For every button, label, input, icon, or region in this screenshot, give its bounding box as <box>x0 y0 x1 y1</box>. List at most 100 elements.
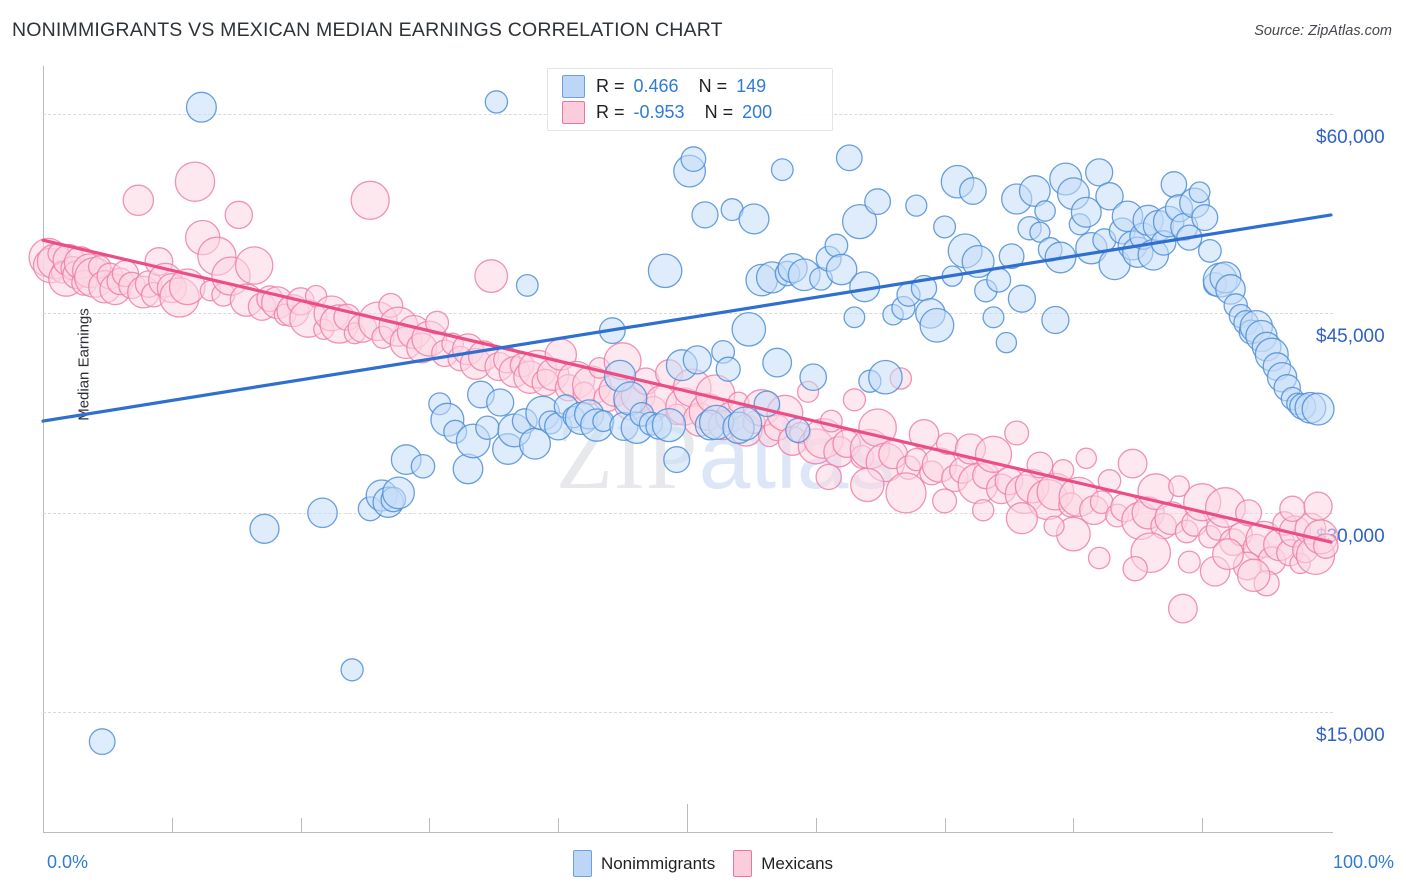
data-point <box>727 406 763 441</box>
data-point <box>986 267 1012 293</box>
y-tick-label: $15,000 <box>1316 725 1385 747</box>
data-point <box>1034 200 1056 222</box>
data-point <box>1303 491 1333 521</box>
data-point <box>350 180 390 220</box>
data-point <box>850 467 885 503</box>
gridline <box>43 512 1333 514</box>
data-point <box>982 306 1005 329</box>
data-point <box>382 476 415 510</box>
data-point <box>663 446 691 474</box>
data-point <box>825 253 858 286</box>
blue-swatch-icon <box>562 75 585 98</box>
data-point <box>933 215 957 239</box>
data-point <box>1097 469 1122 493</box>
source-attribution: Source: ZipAtlas.com <box>1254 23 1392 39</box>
data-point <box>88 728 116 756</box>
data-point <box>905 194 928 217</box>
stats-n-value-pink: 200 <box>742 102 773 122</box>
data-point <box>815 463 842 491</box>
data-point <box>452 453 484 485</box>
data-point <box>174 161 216 202</box>
data-point <box>1075 447 1098 470</box>
data-point <box>1117 448 1148 479</box>
nonimmigrants-trendline <box>41 213 1333 423</box>
data-point <box>1167 593 1198 624</box>
data-point <box>842 388 867 412</box>
x-tick-mark <box>687 804 688 832</box>
data-point <box>486 388 515 417</box>
data-point <box>340 658 364 682</box>
data-point <box>932 488 958 514</box>
data-point <box>1177 550 1201 574</box>
pink-swatch-icon <box>562 101 585 124</box>
chart-legend: Nonimmigrants Mexicans <box>0 850 1406 877</box>
data-point <box>1188 181 1211 204</box>
data-point <box>785 417 811 444</box>
data-point <box>1191 204 1219 232</box>
data-point <box>908 419 940 450</box>
data-point <box>919 307 955 343</box>
stats-row-nonimmigrants: R = 0.466 N = 149 <box>562 73 766 100</box>
gridline <box>43 712 1333 714</box>
data-point <box>1029 221 1051 243</box>
data-point <box>647 253 683 289</box>
data-point <box>515 273 539 297</box>
data-point <box>762 347 793 378</box>
data-point <box>843 306 866 329</box>
x-tick-mark <box>1073 818 1075 832</box>
y-tick-label: $60,000 <box>1316 126 1385 148</box>
legend-pink-swatch-icon <box>733 850 753 877</box>
data-point <box>868 359 903 395</box>
data-point <box>691 201 719 229</box>
x-axis-line <box>43 832 1333 833</box>
page-title: NONIMMIGRANTS VS MEXICAN MEDIAN EARNINGS… <box>12 19 723 41</box>
data-point <box>958 177 987 205</box>
legend-item-mexicans[interactable]: Mexicans <box>733 850 833 877</box>
data-point <box>799 363 828 392</box>
correlation-stats-box: R = 0.466 N = 149 R = -0.953 N = 200 <box>547 68 833 131</box>
data-point <box>249 513 280 544</box>
data-point <box>715 356 741 382</box>
x-tick-mark <box>429 818 431 832</box>
data-point <box>998 243 1025 270</box>
data-point <box>835 144 863 172</box>
data-point <box>1122 555 1148 582</box>
data-point <box>1301 392 1335 426</box>
data-point <box>738 203 770 235</box>
stats-r-value-pink: -0.953 <box>633 102 685 122</box>
data-point <box>1212 538 1244 571</box>
x-tick-mark <box>1202 818 1204 832</box>
data-point <box>680 146 707 173</box>
y-tick-label: $45,000 <box>1316 326 1385 348</box>
data-point <box>122 184 155 217</box>
data-point <box>1085 158 1114 187</box>
data-point <box>971 498 995 522</box>
legend-item-nonimmigrants[interactable]: Nonimmigrants <box>572 850 716 877</box>
legend-blue-swatch-icon <box>572 850 592 877</box>
y-axis-line <box>43 66 44 832</box>
gridline <box>43 313 1333 315</box>
data-point <box>1005 502 1039 535</box>
data-point <box>1087 546 1111 570</box>
stats-n-value-blue: 149 <box>736 76 767 96</box>
x-tick-mark <box>944 818 946 832</box>
data-point <box>1236 558 1271 593</box>
data-point <box>974 435 1013 473</box>
x-axis-min-label: 0.0% <box>47 852 89 872</box>
data-point <box>475 415 500 440</box>
legend-label-mexicans: Mexicans <box>761 853 834 873</box>
data-point <box>484 90 509 114</box>
stats-n-label-pink: N = <box>704 102 734 122</box>
data-point <box>410 453 436 479</box>
x-axis-max-label: 100.0% <box>1332 852 1394 872</box>
data-point <box>474 259 509 294</box>
data-point <box>1043 515 1065 537</box>
data-point <box>819 409 843 433</box>
stats-r-label-blue: R = <box>596 76 625 96</box>
data-point <box>1197 238 1222 263</box>
legend-label-nonimmigrants: Nonimmigrants <box>600 853 716 873</box>
data-point <box>1018 175 1051 207</box>
data-point <box>1235 499 1263 527</box>
